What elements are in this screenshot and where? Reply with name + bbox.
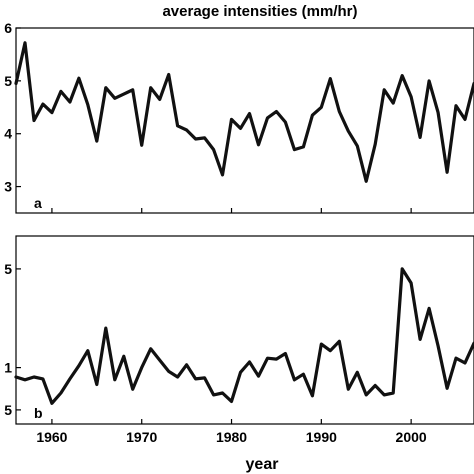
panel-a: a 3 4 5 6: [4, 20, 474, 214]
y-tick-label: 6: [4, 20, 12, 36]
x-tick-label: 1960: [36, 429, 67, 445]
panel-b-label: b: [34, 405, 43, 421]
x-tick-label: 1990: [306, 429, 337, 445]
y-tick-label: 3: [4, 179, 12, 195]
y-tick-label: 5: [4, 402, 12, 418]
y-tick-label: 4: [4, 126, 12, 142]
panel-b-frame: [15, 235, 474, 425]
panel-b-axis-ticks: 5 1 5 1960 1970 1980 1990 2000: [4, 261, 427, 445]
chart-title: average intensities (mm/hr): [162, 3, 357, 20]
panel-a-series-line: [14, 41, 474, 183]
x-tick-label: 1970: [126, 429, 157, 445]
panel-b: b 5 1 5 1960 1970 1980 1990 2000: [4, 235, 474, 445]
y-tick-label: 5: [4, 73, 12, 89]
x-axis-label: year: [246, 456, 279, 473]
panel-a-label: a: [34, 195, 42, 211]
y-tick-label: 5: [4, 261, 12, 277]
x-tick-label: 2000: [396, 429, 427, 445]
panel-a-frame: [15, 27, 474, 214]
panel-b-series-line: [14, 267, 474, 405]
y-tick-label: 1: [4, 360, 12, 376]
panel-a-axis-ticks: 3 4 5 6: [4, 20, 412, 213]
x-tick-label: 1980: [216, 429, 247, 445]
